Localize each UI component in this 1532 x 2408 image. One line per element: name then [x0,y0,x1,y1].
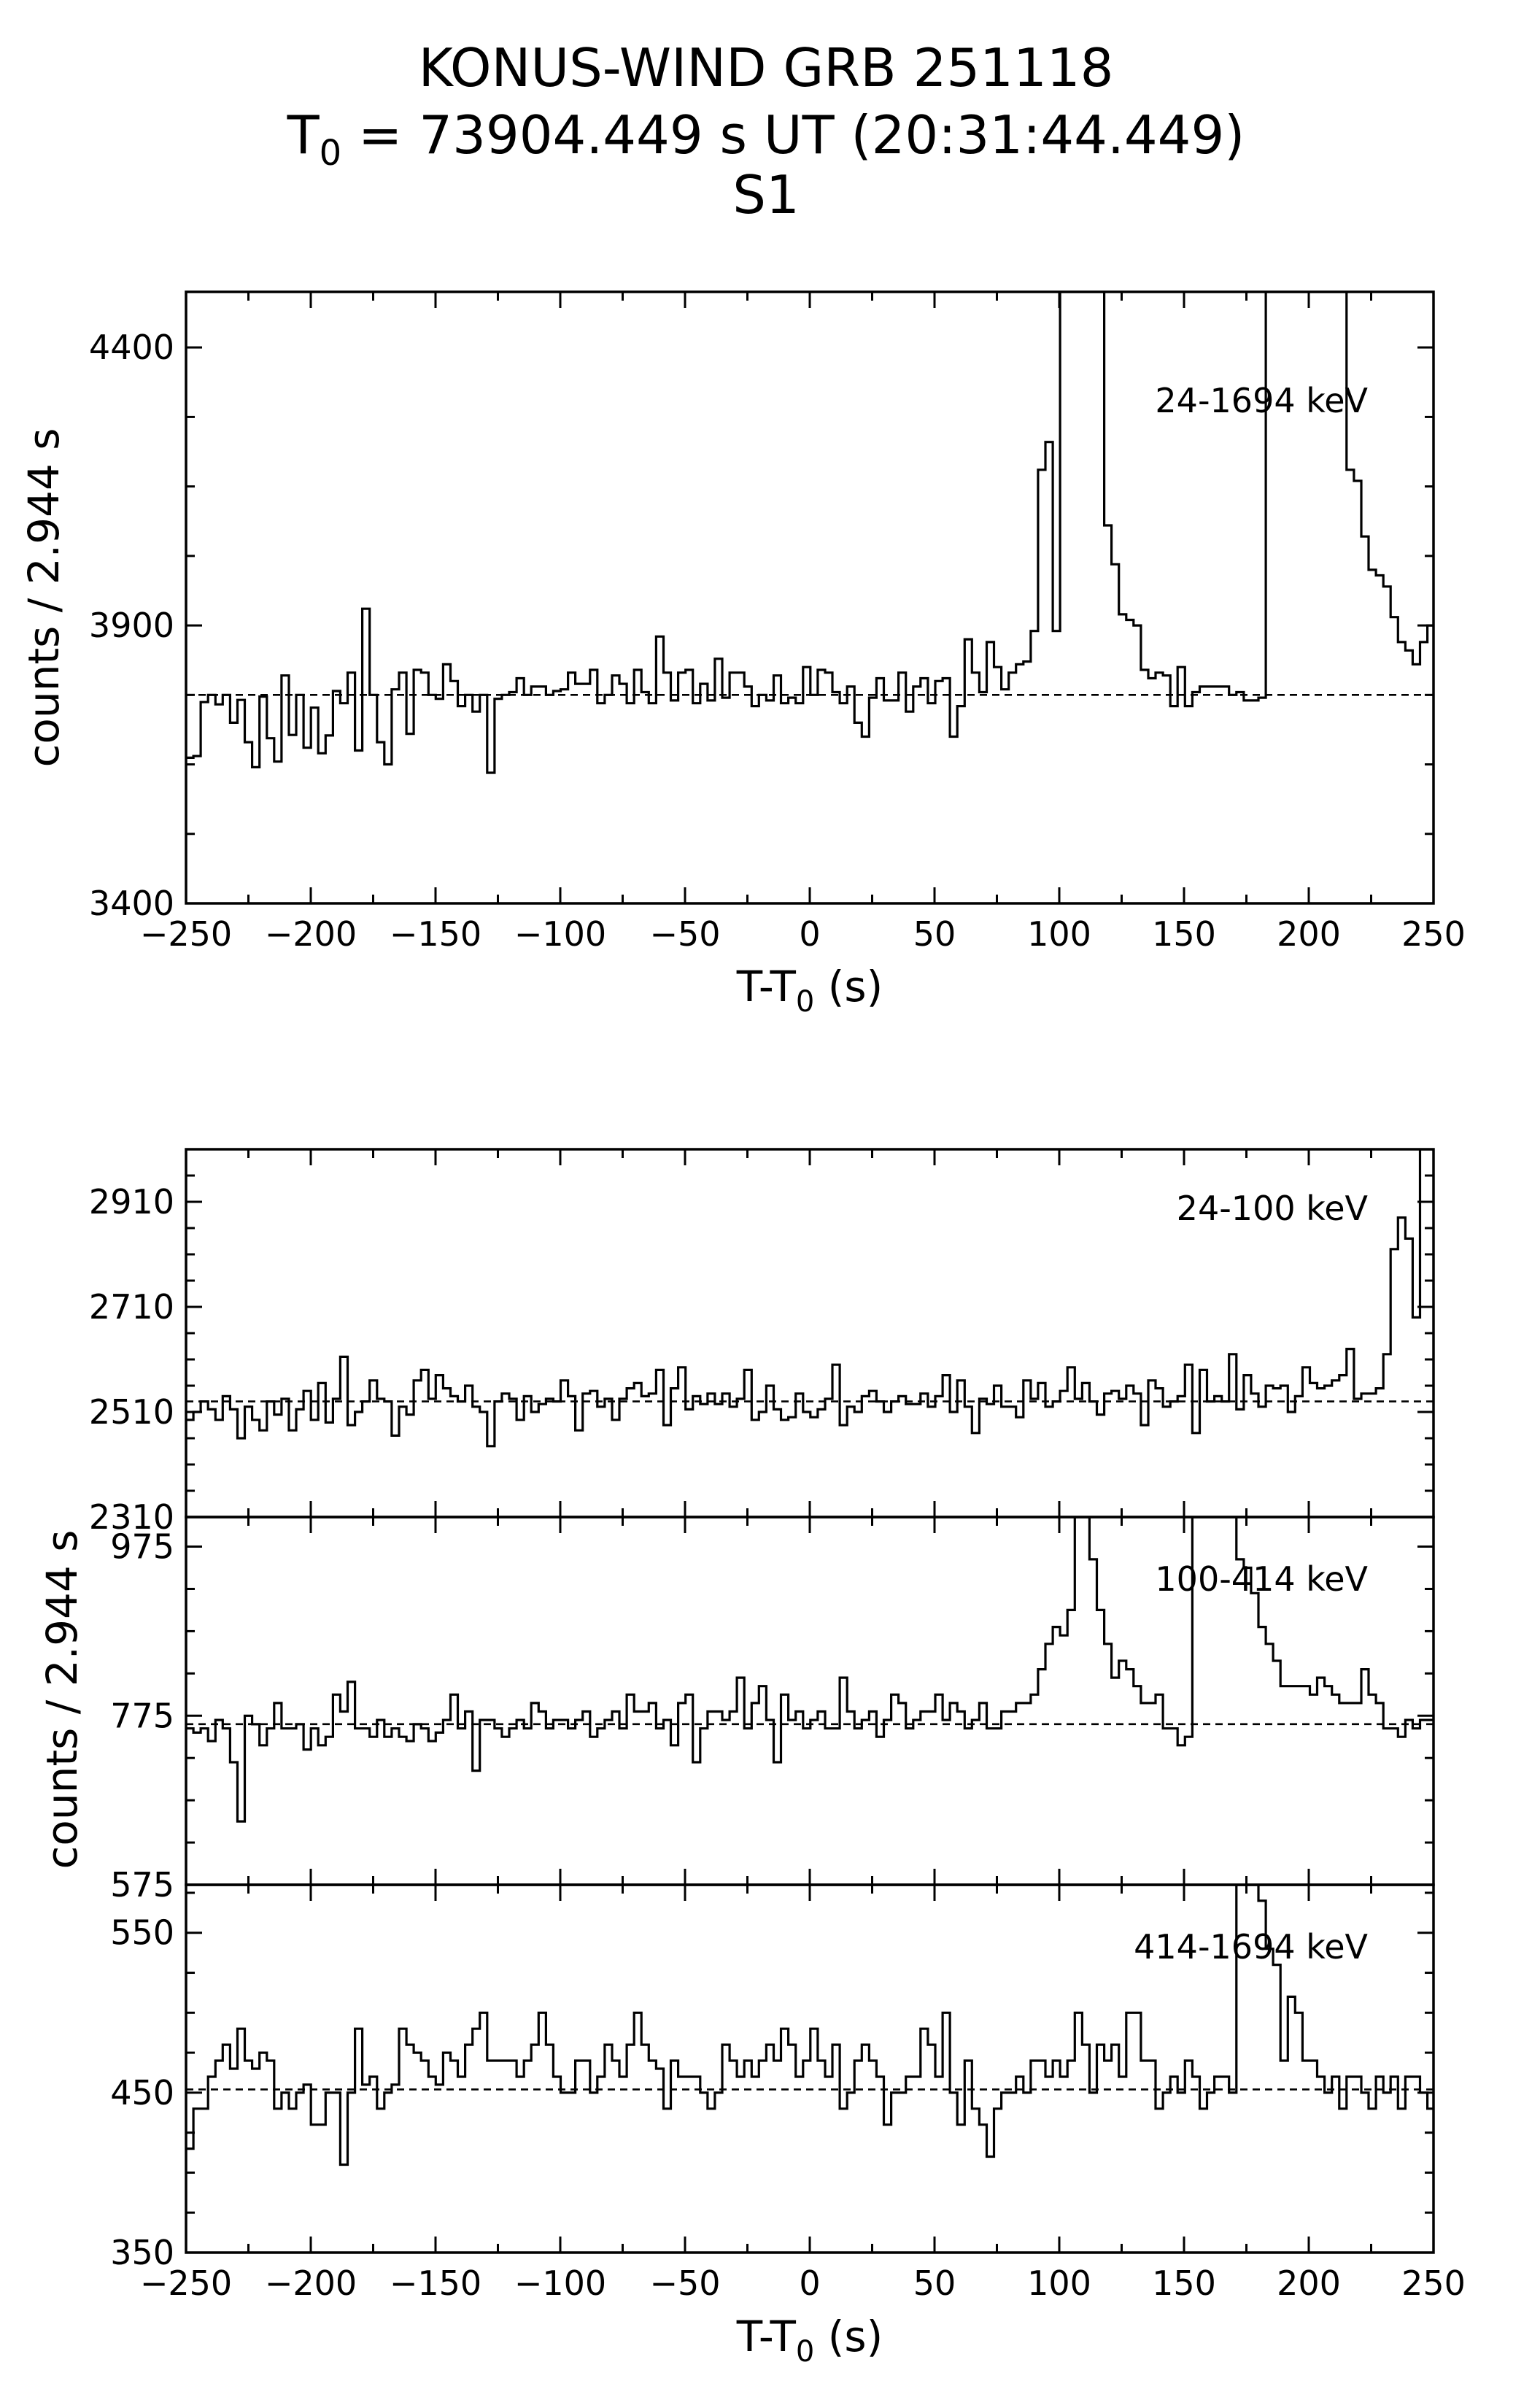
band-label-g1: 24-100 keV [1177,1189,1369,1228]
ytick-label-g1: 2710 [89,1287,174,1327]
ytick-label-g1: 2310 [89,1497,174,1537]
xtick-label-sum: −100 [514,914,606,954]
y-axis-label-top: counts / 2.944 s [19,428,69,768]
xtick-label-g3: −100 [514,2264,606,2303]
trace-g3 [186,1885,1434,2166]
ytick-label-sum: 4400 [89,328,174,367]
x-axis-label-top-sub: 0 [796,985,814,1019]
title-line-3: S1 [732,164,800,225]
xtick-label-g3: 50 [913,2264,956,2303]
ytick-label-sum: 3400 [89,884,174,923]
ytick-label-sum: 3900 [89,606,174,645]
ytick-label-g3: 350 [110,2233,174,2272]
trace-sum [186,292,1434,774]
band-label-sum: 24-1694 keV [1155,381,1368,420]
xtick-label-sum: −200 [265,914,357,954]
xtick-label-sum: 0 [799,914,820,954]
x-axis-label-bottom: T-T0 (s) [736,2312,883,2369]
xtick-label-g3: 200 [1277,2264,1341,2303]
panel-g1: 24-100 keV 2310 2510 2710 2910 [89,1148,1435,1537]
panel-g2: 100-414 keV counts / 2.944 s 575 775 975 [37,1516,1435,1905]
trace-g1 [186,1149,1434,1448]
title-line-1: KONUS-WIND GRB 251118 [419,37,1114,99]
xtick-label-g3: −250 [140,2264,232,2303]
xtick-label-g3: 150 [1152,2264,1216,2303]
xtick-label-sum: 50 [913,914,956,954]
x-axis-label-bottom-main: T-T [736,2312,797,2361]
xtick-label-sum: 100 [1027,914,1091,954]
x-axis-label-top-tail: (s) [814,962,883,1011]
xtick-label-g3: 0 [799,2264,820,2303]
panel-sum: 24-1694 keV counts / 2.944 s T-T0 (s) 34… [19,290,1466,1019]
ytick-label-g1: 2910 [89,1182,174,1222]
xtick-label-g3: −50 [649,2264,720,2303]
x-axis-label-bottom-sub: 0 [796,2335,814,2369]
ytick-label-g2: 575 [110,1865,174,1905]
x-axis-label-top-main: T-T [736,962,797,1011]
xtick-label-sum: −150 [390,914,481,954]
ytick-label-g2: 775 [110,1696,174,1735]
xtick-label-sum: −250 [140,914,232,954]
title-line-2-sub: 0 [320,133,342,174]
xtick-label-g3: −200 [265,2264,357,2303]
xtick-label-g3: 100 [1027,2264,1091,2303]
ytick-label-g3: 450 [110,2073,174,2112]
figure-title: KONUS-WIND GRB 251118 T0 = 73904.449 s U… [287,37,1245,225]
ytick-label-g1: 2510 [89,1392,174,1432]
band-label-g3: 414-1694 keV [1134,1927,1368,1967]
ytick-label-g2: 975 [110,1527,174,1567]
y-axis-label-bottom: counts / 2.944 s [37,1530,87,1869]
trace-g2 [186,1517,1434,1823]
xtick-label-g3: 250 [1401,2264,1466,2303]
xtick-label-sum: −50 [649,914,720,954]
xtick-label-sum: 200 [1277,914,1341,954]
x-axis-label-bottom-tail: (s) [814,2312,883,2361]
title-line-2: T0 = 73904.449 s UT (20:31:44.449) [287,104,1245,174]
title-line-2-rest: = 73904.449 s UT (20:31:44.449) [341,104,1245,166]
x-axis-label-top: T-T0 (s) [736,962,883,1019]
title-line-2-prefix: T [287,104,320,166]
xtick-label-sum: 150 [1152,914,1216,954]
band-label-g2: 100-414 keV [1155,1559,1368,1599]
xtick-label-sum: 250 [1401,914,1466,954]
xtick-label-g3: −150 [390,2264,481,2303]
ytick-label-g3: 550 [110,1913,174,1953]
